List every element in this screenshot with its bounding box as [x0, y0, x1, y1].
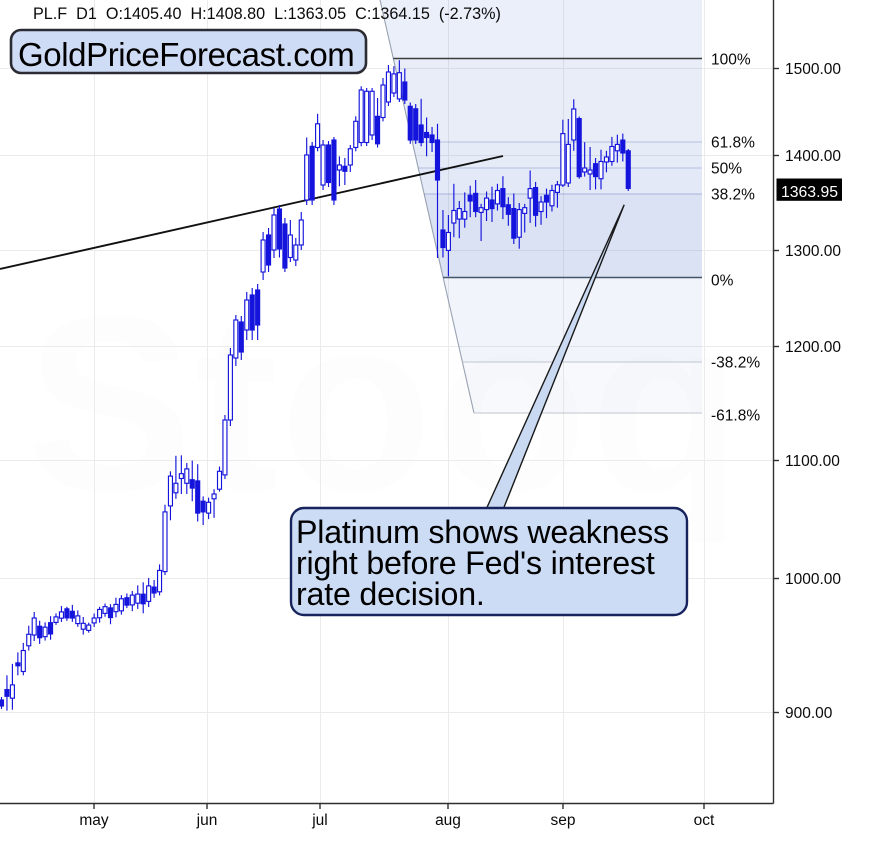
svg-text:50%: 50%	[711, 161, 742, 178]
svg-text:0%: 0%	[711, 273, 734, 290]
svg-text:1300.00: 1300.00	[785, 243, 841, 260]
svg-text:-61.8%: -61.8%	[711, 408, 760, 425]
svg-text:jul: jul	[311, 812, 328, 829]
svg-text:61.8%: 61.8%	[711, 135, 755, 152]
svg-text:may: may	[79, 812, 109, 829]
svg-text:jun: jun	[196, 812, 218, 829]
svg-text:1100.00: 1100.00	[785, 453, 840, 470]
svg-text:-38.2%: -38.2%	[711, 355, 760, 372]
svg-text:rate decision.: rate decision.	[296, 576, 485, 612]
svg-text:oct: oct	[694, 812, 715, 829]
svg-text:Platinum shows weakness: Platinum shows weakness	[296, 514, 669, 550]
svg-text:right before Fed's interest: right before Fed's interest	[296, 545, 655, 581]
svg-text:1363.95: 1363.95	[781, 184, 838, 201]
svg-text:1200.00: 1200.00	[785, 339, 841, 356]
svg-text:1000.00: 1000.00	[785, 571, 841, 588]
svg-text:aug: aug	[435, 812, 461, 829]
svg-text:sep: sep	[551, 812, 576, 829]
svg-text:1500.00: 1500.00	[785, 61, 841, 78]
svg-text:1400.00: 1400.00	[785, 148, 841, 165]
svg-text:100%: 100%	[711, 51, 751, 68]
svg-text:900.00: 900.00	[785, 705, 833, 722]
svg-text:PL.F D1 O:1405.40 H:1408.80: PL.F D1 O:1405.40 H:1408.80 L:1363.05 C:…	[33, 5, 501, 23]
svg-text:38.2%: 38.2%	[711, 187, 755, 204]
svg-text:GoldPriceForecast.com: GoldPriceForecast.com	[18, 36, 354, 73]
